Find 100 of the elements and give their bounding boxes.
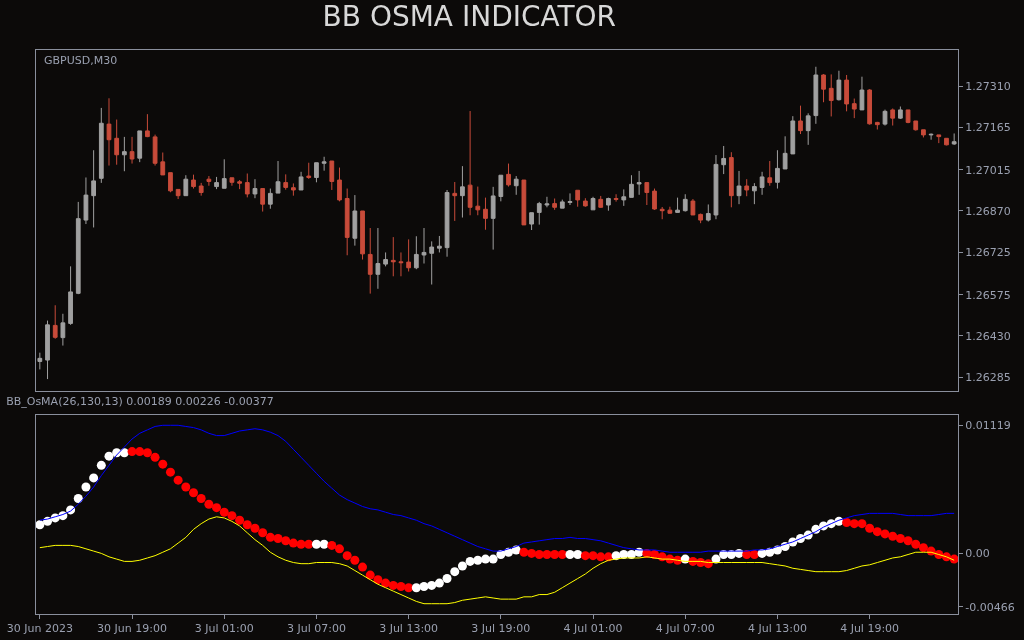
x-tick-label: 4 Jul 07:00: [655, 622, 715, 636]
candlestick: [698, 213, 703, 224]
y-tick-label: 1.27165: [965, 121, 1011, 135]
candlestick: [836, 70, 842, 102]
chart-title: BB OSMA INDICATOR: [322, 0, 617, 33]
candlestick: [283, 173, 289, 191]
candlestick: [536, 201, 542, 226]
candlestick: [728, 151, 734, 208]
candlestick: [460, 165, 465, 219]
candlestick: [598, 195, 604, 209]
candlestick: [152, 134, 158, 167]
candlestick: [52, 304, 58, 340]
y-tick-label: 1.26430: [965, 329, 1011, 343]
candlestick: [890, 107, 896, 127]
candlestick: [552, 198, 558, 211]
candlestick: [805, 112, 811, 146]
candlestick: [306, 162, 312, 180]
candlestick: [237, 179, 242, 190]
candlestick: [129, 136, 135, 165]
candlestick: [705, 203, 711, 222]
candlestick: [828, 73, 834, 117]
candlestick: [360, 210, 365, 261]
x-tick-label: 3 Jul 19:00: [471, 622, 531, 636]
candlestick: [60, 313, 66, 347]
candlestick: [421, 227, 427, 265]
candlestick: [98, 107, 104, 184]
candlestick: [436, 235, 442, 253]
y-tick-label: 1.27015: [965, 163, 1011, 177]
x-tick-label: 3 Jul 13:00: [379, 622, 439, 636]
candlestick: [506, 163, 511, 188]
candlestick: [775, 149, 780, 190]
y-tick-label: 0.01119: [965, 419, 1011, 433]
candlestick: [675, 197, 680, 213]
candlestick: [606, 197, 611, 212]
candlestick: [114, 119, 120, 166]
x-tick-label: 4 Jul 01:00: [563, 622, 623, 636]
chart-title: BB_OsMA(26,130,13) 0.00189 0.00226 -0.00377: [6, 395, 274, 409]
candlestick: [329, 160, 335, 191]
candlestick: [475, 186, 481, 216]
candlestick: [298, 171, 304, 191]
x-tick-label: 3 Jul 01:00: [194, 622, 254, 636]
candlestick: [406, 238, 412, 272]
candlestick: [314, 162, 319, 183]
y-tick-label: 1.27310: [965, 79, 1011, 93]
y-tick-label: 1.26285: [965, 370, 1011, 384]
x-tick-label: 3 Jul 07:00: [286, 622, 346, 636]
candlestick: [321, 156, 327, 172]
candlestick: [567, 192, 573, 206]
candlestick: [198, 182, 204, 197]
candlestick: [575, 189, 581, 208]
candlestick: [398, 251, 404, 277]
candlestick: [337, 167, 342, 202]
candlestick: [798, 105, 803, 135]
candlestick: [267, 188, 273, 210]
candlestick: [652, 188, 657, 211]
candlestick: [913, 120, 919, 132]
candlestick: [659, 206, 665, 220]
candlestick: [106, 97, 112, 167]
candlestick: [821, 73, 826, 103]
x-tick-label: 30 Jun 2023: [6, 622, 73, 636]
y-tick-label: -0.00466: [965, 600, 1015, 614]
candlestick: [214, 176, 219, 190]
candlestick: [767, 160, 773, 187]
candlestick: [521, 179, 527, 226]
candlestick: [844, 74, 849, 112]
candlestick: [851, 98, 857, 119]
candlestick: [490, 186, 496, 251]
y-tick-label: 1.26725: [965, 246, 1011, 260]
candlestick: [221, 158, 227, 189]
candlestick: [175, 188, 181, 200]
x-tick-label: 4 Jul 19:00: [840, 622, 900, 636]
candlestick: [790, 115, 796, 155]
candlestick: [206, 175, 212, 187]
candlestick: [145, 113, 150, 138]
y-tick-label: 1.26575: [965, 288, 1011, 302]
candlestick: [813, 66, 819, 125]
x-tick-label: 4 Jul 13:00: [747, 622, 807, 636]
y-tick-label: 1.26870: [965, 204, 1011, 218]
candlestick: [352, 194, 358, 247]
candlestick: [367, 227, 373, 295]
candlestick: [944, 137, 949, 146]
candlestick: [383, 251, 388, 267]
candlestick: [68, 265, 73, 326]
candlestick: [390, 236, 396, 277]
candlestick: [121, 136, 127, 172]
candlestick: [244, 173, 250, 198]
candlestick: [45, 320, 50, 380]
candlestick: [275, 160, 281, 194]
candlestick: [444, 189, 450, 258]
candlestick: [752, 182, 757, 205]
candlestick: [498, 174, 504, 202]
candlestick: [582, 197, 588, 208]
x-tick-label: 30 Jun 19:00: [97, 622, 167, 636]
candlestick: [667, 206, 673, 215]
candlestick: [936, 134, 942, 144]
candlestick: [160, 152, 166, 176]
candlestick: [905, 109, 911, 124]
candlestick: [759, 171, 765, 196]
candlestick: [782, 135, 788, 170]
candlestick: [291, 182, 296, 197]
